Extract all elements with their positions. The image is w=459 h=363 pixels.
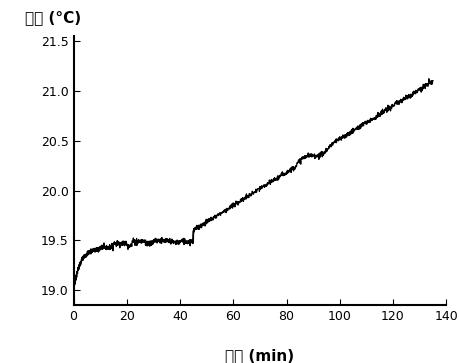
Text: 时间 (min): 时间 (min) (225, 348, 294, 363)
Text: 温度 (°C): 温度 (°C) (25, 11, 81, 25)
